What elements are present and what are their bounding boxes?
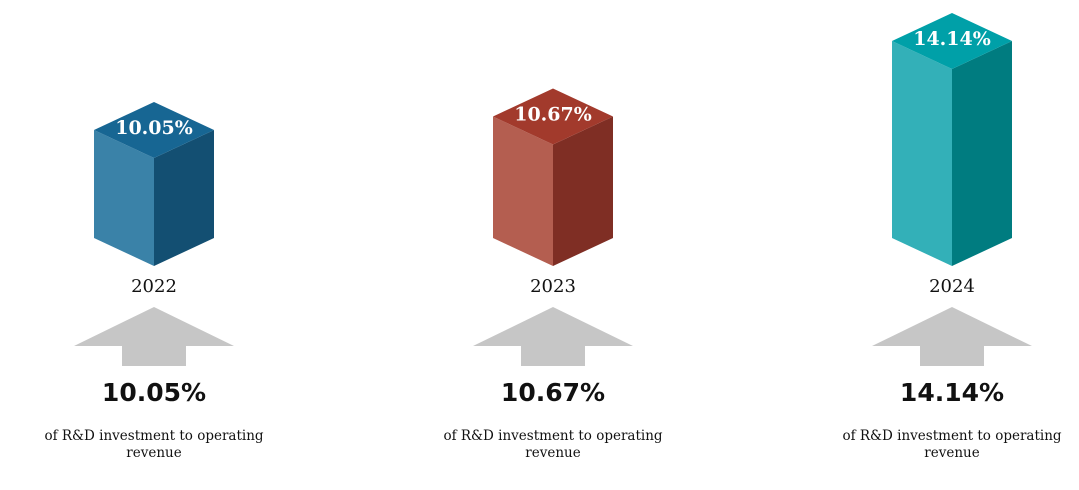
caption-line-1: of R&D investment to operating bbox=[443, 428, 662, 444]
up-arrow-icon bbox=[74, 307, 234, 366]
year-label: 2023 bbox=[530, 276, 576, 297]
percent-value: 10.05% bbox=[102, 378, 206, 407]
caption-line-2: revenue bbox=[525, 445, 580, 461]
column-side-face bbox=[952, 41, 1012, 266]
column-value-label: 10.05% bbox=[115, 117, 193, 139]
caption-line-1: of R&D investment to operating bbox=[44, 428, 263, 444]
column-side-face bbox=[553, 116, 613, 266]
column-front-face bbox=[493, 116, 553, 266]
percent-value: 10.67% bbox=[501, 378, 605, 407]
year-label: 2024 bbox=[929, 276, 975, 297]
caption-line-2: revenue bbox=[126, 445, 181, 461]
percent-value: 14.14% bbox=[900, 378, 1004, 407]
year-label: 2022 bbox=[131, 276, 177, 297]
up-arrow-icon bbox=[473, 307, 633, 366]
column-top-face bbox=[892, 13, 1012, 69]
caption-line-1: of R&D investment to operating bbox=[842, 428, 1061, 444]
column-side-face bbox=[154, 130, 214, 266]
column-front-face bbox=[892, 41, 952, 266]
up-arrow-icon bbox=[872, 307, 1032, 366]
column-top-face bbox=[493, 88, 613, 145]
column-front-face bbox=[94, 130, 154, 266]
column-top-face bbox=[94, 102, 214, 158]
caption-line-2: revenue bbox=[924, 445, 979, 461]
column-value-label: 14.14% bbox=[913, 28, 991, 50]
column-value-label: 10.67% bbox=[514, 104, 592, 126]
